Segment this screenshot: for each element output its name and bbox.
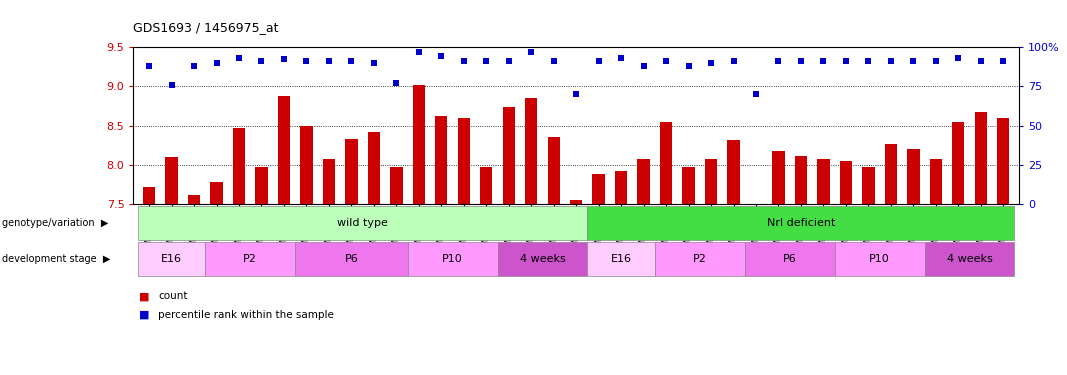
Bar bbox=[728, 140, 739, 204]
Text: P2: P2 bbox=[243, 254, 257, 264]
Point bbox=[411, 49, 428, 55]
Point bbox=[657, 58, 674, 64]
Bar bbox=[885, 144, 897, 204]
Text: ■: ■ bbox=[139, 291, 153, 301]
Point bbox=[387, 80, 404, 86]
Point bbox=[208, 60, 225, 66]
Text: percentile rank within the sample: percentile rank within the sample bbox=[158, 310, 334, 320]
Bar bbox=[570, 200, 583, 204]
Bar bbox=[795, 156, 807, 204]
Point bbox=[433, 53, 450, 59]
Point bbox=[635, 63, 652, 69]
Point bbox=[298, 58, 315, 64]
Point bbox=[141, 63, 158, 69]
Text: P6: P6 bbox=[345, 254, 359, 264]
Point bbox=[748, 91, 765, 97]
Point bbox=[724, 58, 742, 64]
Bar bbox=[435, 116, 447, 204]
Bar bbox=[547, 138, 560, 204]
Bar bbox=[817, 159, 830, 204]
Point bbox=[612, 55, 630, 61]
Point bbox=[545, 58, 562, 64]
Text: 4 weeks: 4 weeks bbox=[520, 254, 566, 264]
Bar bbox=[300, 126, 313, 204]
Point bbox=[568, 91, 585, 97]
Point bbox=[680, 63, 697, 69]
Bar bbox=[773, 151, 784, 204]
Text: genotype/variation  ▶: genotype/variation ▶ bbox=[2, 218, 109, 228]
Bar bbox=[322, 159, 335, 204]
Point bbox=[275, 57, 292, 63]
Point bbox=[478, 58, 495, 64]
Bar bbox=[210, 182, 223, 204]
Bar bbox=[188, 195, 201, 204]
Point bbox=[456, 58, 473, 64]
Point bbox=[230, 55, 248, 61]
Point bbox=[815, 58, 832, 64]
Bar bbox=[165, 157, 178, 204]
Text: 4 weeks: 4 weeks bbox=[946, 254, 992, 264]
Bar bbox=[840, 161, 853, 204]
Bar bbox=[458, 118, 469, 204]
Point bbox=[365, 60, 382, 66]
Text: GDS1693 / 1456975_at: GDS1693 / 1456975_at bbox=[133, 21, 278, 34]
Text: P2: P2 bbox=[692, 254, 706, 264]
Text: count: count bbox=[158, 291, 188, 301]
Point bbox=[163, 82, 180, 88]
Text: wild type: wild type bbox=[337, 218, 388, 228]
Point bbox=[320, 58, 337, 64]
Point bbox=[860, 58, 877, 64]
Bar bbox=[255, 167, 268, 204]
Bar bbox=[525, 98, 538, 204]
Text: P10: P10 bbox=[442, 254, 463, 264]
Bar bbox=[413, 85, 425, 204]
Bar bbox=[637, 159, 650, 204]
Text: E16: E16 bbox=[610, 254, 632, 264]
Bar bbox=[997, 118, 1009, 204]
Bar bbox=[233, 128, 245, 204]
Point bbox=[343, 58, 360, 64]
Bar bbox=[277, 96, 290, 204]
Bar bbox=[615, 171, 627, 204]
Bar bbox=[391, 166, 402, 204]
Point bbox=[186, 63, 203, 69]
Point bbox=[770, 58, 787, 64]
Bar bbox=[974, 112, 987, 204]
Bar bbox=[592, 174, 605, 204]
Point bbox=[253, 58, 270, 64]
Bar bbox=[683, 167, 695, 204]
Bar bbox=[659, 123, 672, 204]
Bar bbox=[503, 107, 515, 204]
Point bbox=[905, 58, 922, 64]
Bar bbox=[907, 149, 920, 204]
Bar bbox=[368, 132, 380, 204]
Text: E16: E16 bbox=[161, 254, 182, 264]
Bar bbox=[862, 167, 875, 204]
Point bbox=[950, 55, 967, 61]
Bar bbox=[480, 166, 493, 204]
Point bbox=[994, 58, 1012, 64]
Bar bbox=[929, 159, 942, 204]
Point bbox=[702, 60, 719, 66]
Point bbox=[882, 58, 899, 64]
Text: P10: P10 bbox=[870, 254, 890, 264]
Text: P6: P6 bbox=[783, 254, 797, 264]
Text: Nrl deficient: Nrl deficient bbox=[767, 218, 835, 228]
Point bbox=[972, 58, 989, 64]
Point bbox=[838, 58, 855, 64]
Text: development stage  ▶: development stage ▶ bbox=[2, 254, 111, 264]
Point bbox=[523, 49, 540, 55]
Bar bbox=[143, 187, 156, 204]
Point bbox=[500, 58, 517, 64]
Text: ■: ■ bbox=[139, 310, 153, 320]
Bar bbox=[952, 122, 965, 204]
Bar bbox=[346, 139, 357, 204]
Point bbox=[927, 58, 944, 64]
Bar bbox=[705, 159, 717, 204]
Point bbox=[590, 58, 607, 64]
Point bbox=[793, 58, 810, 64]
